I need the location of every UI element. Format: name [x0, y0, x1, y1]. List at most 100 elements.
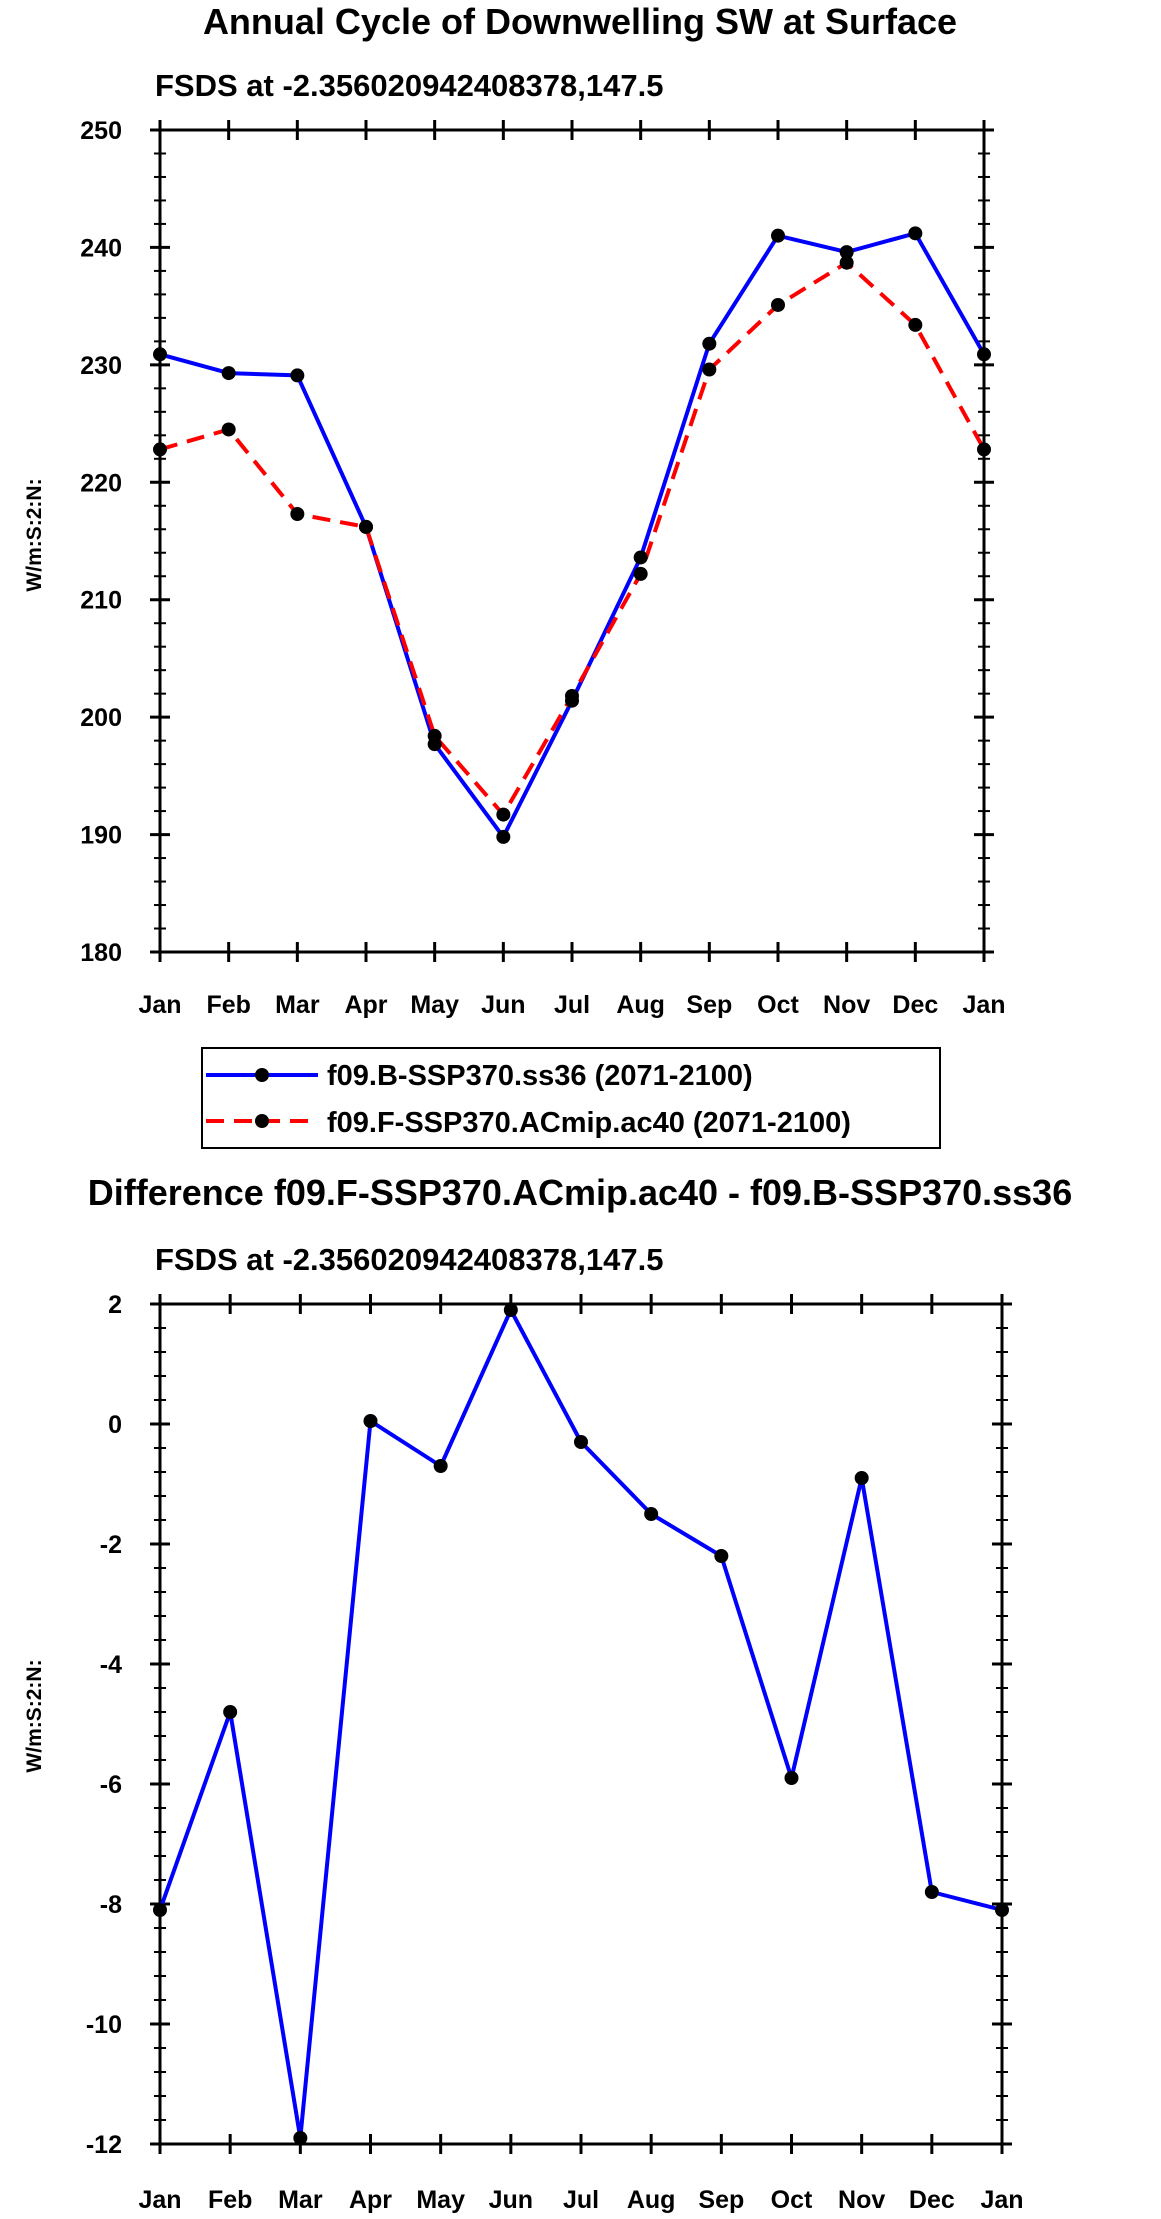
series-1-point [771, 228, 785, 243]
chart2-ylabel: W/m:S:2:N: [23, 1659, 46, 1772]
x-tick-label: Jun [481, 991, 525, 1019]
chart1-ylabel: W/m:S:2:N: [23, 478, 46, 591]
chart2-subtitle: FSDS at -2.356020942408378,147.5 [155, 1242, 663, 1277]
x-tick-label: Mar [275, 991, 320, 1019]
x-tick-label: Sep [698, 2186, 744, 2214]
chart2-x-tick-labels: Jan Feb Mar Apr May Jun Jul Aug Sep Oct Nov Dec Jan [138, 2186, 1023, 2214]
series-1-point [363, 1414, 378, 1428]
chart1-subtitle: FSDS at -2.356020942408378,147.5 [155, 68, 663, 103]
chart1-x-tick-labels: Jan Feb Mar Apr May Jun Jul Aug Sep Oct Nov Dec Jan [138, 991, 1005, 1019]
y-tick-label: 230 [80, 352, 122, 380]
y-tick-label: 2 [108, 1291, 122, 1319]
series-1-point [977, 347, 991, 362]
y-tick-label: -2 [100, 1531, 122, 1559]
series-1-point [223, 1705, 238, 1719]
chart2-y-tick-labels: -12 -10 -8 -6 -4 -2 0 2 [86, 1291, 122, 2159]
series-2-point [290, 506, 305, 521]
series-2-point [565, 689, 579, 704]
x-tick-label: Jul [563, 2186, 599, 2214]
series-2-point [153, 442, 167, 457]
series-1-point [153, 347, 167, 362]
difference-chart: Difference f09.F-SSP370.ACmip.ac40 - f09… [23, 1172, 1072, 2214]
annual-cycle-chart: Annual Cycle of Downwelling SW at Surfac… [23, 1, 1006, 1149]
x-tick-label: May [416, 2186, 465, 2214]
series-1-point [784, 1771, 799, 1785]
x-tick-label: Jan [138, 991, 181, 1019]
x-tick-label: Jul [554, 991, 590, 1019]
series-1-point [644, 1507, 659, 1521]
legend-label-series-2: f09.F-SSP370.ACmip.ac40 (2071-2100) [327, 1107, 851, 1139]
chart2-title: Difference f09.F-SSP370.ACmip.ac40 - f09… [88, 1172, 1072, 1213]
y-tick-label: 200 [80, 704, 122, 732]
series-2-point [839, 255, 854, 270]
x-tick-label: Jan [962, 991, 1005, 1019]
y-tick-label: 250 [80, 117, 122, 145]
x-tick-label: Aug [616, 991, 665, 1019]
series-1-point [714, 1549, 729, 1563]
series-2-point [359, 519, 373, 534]
chart2-ticks [150, 1294, 1012, 2154]
series-1-point [153, 1903, 167, 1917]
chart1-title: Annual Cycle of Downwelling SW at Surfac… [203, 1, 957, 42]
series-1-point [924, 1885, 939, 1899]
x-tick-label: Apr [344, 991, 387, 1019]
series-1-point [633, 550, 648, 565]
series-line-2 [159, 260, 986, 817]
series-2-point [771, 297, 785, 312]
x-tick-label: Feb [206, 991, 250, 1019]
y-tick-label: -12 [86, 2131, 122, 2159]
y-tick-label: 240 [80, 234, 122, 262]
x-tick-label: Oct [757, 991, 799, 1019]
series-1-point [433, 1459, 448, 1473]
y-tick-label: 180 [80, 939, 122, 967]
x-tick-label: Mar [278, 2186, 323, 2214]
series-2-point [908, 317, 923, 332]
y-tick-label: -4 [100, 1651, 122, 1679]
series-1-point [496, 829, 511, 844]
series-line-1 [158, 1308, 1003, 2140]
legend-marker-series-1 [255, 1068, 269, 1082]
x-tick-label: Dec [909, 2186, 955, 2214]
series-2-point [427, 728, 442, 743]
y-tick-label: 220 [80, 469, 122, 497]
series-1-point [221, 366, 236, 381]
y-tick-label: 0 [108, 1411, 122, 1439]
series-1-point [995, 1903, 1009, 1917]
chart1-legend: f09.B-SSP370.ss36 (2071-2100) f09.F-SSP3… [201, 1047, 941, 1149]
chart1-y-tick-labels: 180 190 200 210 220 230 240 250 [80, 117, 122, 967]
x-tick-label: Sep [686, 991, 732, 1019]
y-tick-label: -10 [86, 2011, 122, 2039]
series-2-point [496, 807, 511, 822]
series-1-point [908, 226, 923, 241]
series-2-point [977, 442, 991, 457]
series-1-point [854, 1471, 869, 1485]
legend-label-series-1: f09.B-SSP370.ss36 (2071-2100) [327, 1060, 753, 1092]
x-tick-label: Aug [627, 2186, 676, 2214]
x-tick-label: Dec [892, 991, 938, 1019]
series-1-point [574, 1435, 588, 1449]
chart1-series [153, 226, 991, 844]
x-tick-label: Apr [349, 2186, 392, 2214]
series-2-point [702, 362, 717, 377]
legend-marker-series-2 [255, 1114, 269, 1128]
series-1-point [293, 2131, 308, 2145]
x-tick-label: Jan [980, 2186, 1023, 2214]
series-1-point [290, 368, 305, 383]
y-tick-label: 210 [80, 587, 122, 615]
x-tick-label: Feb [208, 2186, 252, 2214]
series-2-point [221, 422, 236, 437]
chart1-plot-frame [158, 128, 986, 954]
chart2-plot-frame [158, 1302, 1004, 2146]
series-1-point [702, 336, 717, 351]
y-tick-label: -6 [100, 1771, 122, 1799]
y-tick-label: 190 [80, 822, 122, 850]
series-line-1 [159, 231, 986, 839]
legend-box [201, 1047, 941, 1149]
x-tick-label: Jun [489, 2186, 533, 2214]
x-tick-label: Jan [138, 2186, 181, 2214]
series-1-point [839, 245, 854, 260]
x-tick-label: Nov [823, 991, 870, 1019]
y-tick-label: -8 [100, 1891, 122, 1919]
chart2-series [153, 1303, 1009, 2145]
